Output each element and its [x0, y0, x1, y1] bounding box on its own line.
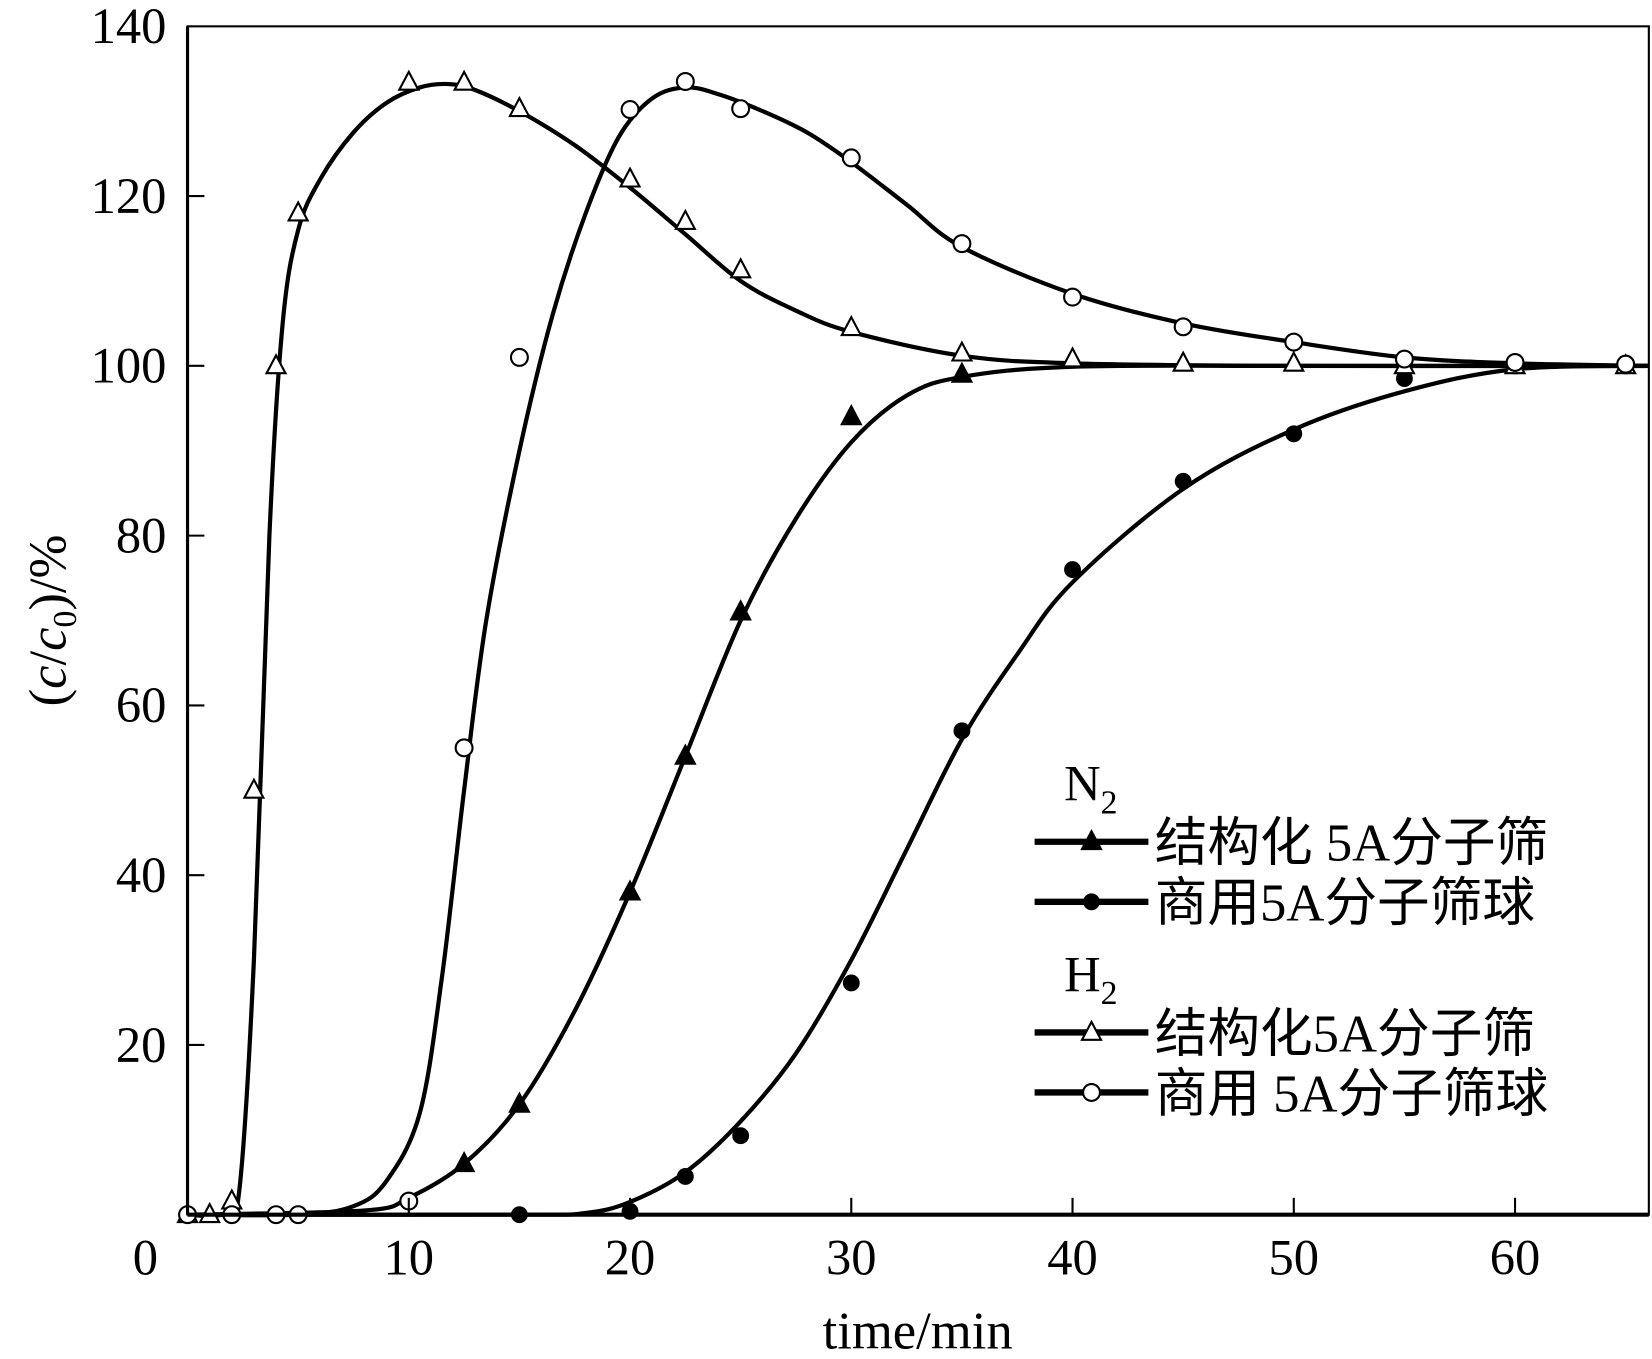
x-tick-label: 40: [1047, 1230, 1098, 1286]
triangle-open-marker: [729, 257, 752, 279]
triangle-open-marker: [840, 314, 863, 337]
triangle-open-marker: [452, 69, 476, 91]
triangle-open-marker: [950, 340, 974, 362]
triangle-open-marker: [286, 200, 310, 222]
triangle-open-marker: [1061, 346, 1084, 368]
circle-filled-marker: [1285, 425, 1303, 443]
circle-open-marker: [1082, 1082, 1101, 1102]
triangle-filled-marker: [840, 404, 863, 426]
circle-open-marker: [731, 99, 751, 119]
circle-open-marker: [454, 738, 474, 758]
triangle-open-marker: [674, 208, 697, 230]
x-axis-label: time/min: [823, 1302, 1013, 1359]
y-tick-label: 80: [116, 507, 167, 563]
triangle-filled-marker: [1080, 828, 1103, 851]
triangle-open-marker: [242, 777, 266, 799]
x-tick-label: 0: [133, 1230, 158, 1286]
circle-open-marker: [1505, 352, 1525, 372]
circle-filled-marker: [676, 1168, 694, 1185]
circle-filled-marker: [1174, 472, 1192, 490]
circle-open-marker: [1394, 349, 1414, 369]
y-tick-label: 100: [91, 338, 167, 394]
circle-open-marker: [620, 100, 640, 120]
x-tick-label: 20: [605, 1230, 656, 1286]
circle-open-marker: [1173, 317, 1193, 337]
y-tick-label: 40: [116, 847, 167, 903]
circle-open-marker: [952, 234, 972, 254]
triangle-filled-marker: [508, 1091, 531, 1113]
y-ticks: 20 40 60 80 100 120 140: [91, 0, 205, 1073]
circle-open-marker: [841, 148, 861, 168]
circle-filled-marker: [953, 722, 971, 740]
triangle-filled-marker: [950, 361, 974, 383]
x-tick-label: 30: [826, 1230, 877, 1286]
circle-filled-marker: [842, 974, 860, 992]
y-tick-label: 20: [116, 1017, 167, 1073]
x-ticks: 0 10 20 30 40 50 60: [133, 1197, 1541, 1286]
x-tick-label: 60: [1490, 1230, 1541, 1286]
y-axis-label: (c/c0)/%: [19, 535, 84, 707]
legend-label: 结构化 5A分子筛: [1155, 815, 1548, 873]
triangle-filled-marker: [674, 743, 697, 765]
triangle-open-marker: [618, 166, 642, 188]
x-tick-label: 50: [1269, 1230, 1320, 1286]
x-tick-label: 10: [384, 1230, 435, 1286]
legend-group-title: N2: [1064, 756, 1117, 822]
y-tick-label: 140: [91, 0, 167, 54]
circle-open-marker: [675, 72, 695, 91]
legend-label: 结构化5A分子筛: [1155, 1005, 1535, 1063]
legend-label: 商用 5A分子筛球: [1155, 1065, 1548, 1123]
circle-open-marker: [1284, 332, 1304, 352]
series-curve-3: [187, 85, 1648, 1218]
triangle-filled-marker: [452, 1150, 476, 1173]
circle-open-marker: [1616, 354, 1636, 374]
triangle-open-marker: [508, 95, 531, 118]
circle-filled-marker: [1083, 893, 1100, 911]
circle-filled-marker: [1064, 561, 1081, 579]
triangle-open-marker: [1080, 1019, 1103, 1041]
legend-group-title: H2: [1064, 946, 1117, 1012]
y-tick-label: 120: [91, 168, 167, 224]
circle-open-marker: [1063, 287, 1083, 307]
triangle-open-marker: [264, 353, 288, 375]
circle-open-marker: [509, 347, 529, 367]
triangle-filled-marker: [618, 879, 642, 901]
triangle-filled-marker: [729, 599, 752, 621]
triangle-open-marker: [397, 69, 421, 91]
triangle-open-marker: [1171, 350, 1195, 372]
y-tick-label: 60: [116, 677, 167, 733]
triangle-open-marker: [1282, 350, 1306, 372]
legend-label: 商用5A分子筛球: [1155, 875, 1535, 933]
circle-filled-marker: [732, 1127, 750, 1145]
